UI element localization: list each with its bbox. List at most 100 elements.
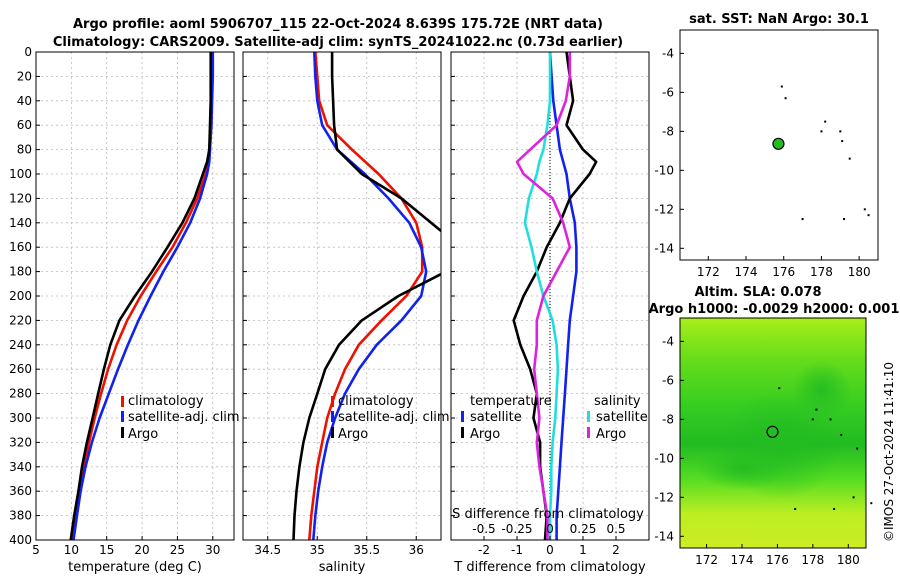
x-tick-label: 176: [772, 265, 795, 279]
x-tick-label: 172: [697, 265, 720, 279]
y-tick-label: 320: [9, 435, 32, 449]
sst-map: 172 174 176 178 180 -4 -6 -8 -10 -12 -14: [654, 29, 879, 279]
y-tick-label: 260: [9, 362, 32, 376]
island-mark: [863, 208, 866, 211]
y-tick-label: -6: [662, 373, 674, 387]
y-tick-label: -14: [654, 529, 674, 543]
x-tick-label: 5: [32, 543, 40, 557]
difference-legend: temperature satellite Argo salinity sate…: [461, 394, 648, 442]
x-tick-label: 20: [134, 543, 149, 557]
map-frame: [679, 317, 867, 549]
island-mark: [784, 97, 787, 100]
y-tick-label: -10: [654, 451, 674, 465]
y-tick-label: -8: [662, 124, 674, 138]
argo-position-marker: [766, 425, 779, 438]
x-tick-label: -1: [511, 543, 523, 557]
island-mark: [794, 508, 797, 511]
x-tick-label: 180: [848, 265, 871, 279]
y-tick-label: 300: [9, 411, 32, 425]
legend-swatch-sal-argo: [587, 427, 590, 438]
top-tick-label: 0: [546, 522, 554, 536]
y-tick-label: 60: [17, 118, 32, 132]
y-tick-label: -8: [662, 412, 674, 426]
difference-xlabel: T difference from climatology: [453, 560, 646, 575]
x-tick-label: 25: [170, 543, 185, 557]
salinity-legend: climatology satellite-adj. clim Argo: [331, 394, 450, 442]
island-mark: [778, 387, 781, 390]
argo-position-marker: [772, 137, 785, 150]
x-tick-label: 36: [409, 543, 424, 557]
x-tick-label: 2: [612, 543, 620, 557]
x-tick-label: 34.5: [254, 543, 281, 557]
x-tick-label: 174: [731, 553, 754, 567]
x-tick-label: 30: [205, 543, 220, 557]
y-tick-label: 100: [9, 167, 32, 181]
salinity-xlabel: salinity: [319, 560, 366, 575]
x-tick-label: 180: [837, 553, 860, 567]
sla-anomaly-blob: [791, 360, 852, 421]
legend-swatch-climatology: [331, 396, 334, 407]
island-mark: [820, 130, 823, 133]
island-mark: [843, 218, 846, 221]
y-tick-label: 340: [9, 460, 32, 474]
series-line-temperature-argo: [512, 52, 598, 540]
island-mark: [833, 508, 836, 511]
x-tick-label: 174: [735, 265, 758, 279]
legend-swatch-temp-argo: [461, 427, 464, 438]
credit-text: ©IMOS 27-Oct-2024 11:41:10: [882, 362, 896, 542]
legend-swatch-climatology: [121, 396, 124, 407]
legend-label-temp-satellite: satellite: [470, 410, 522, 425]
y-tick-label: -12: [654, 202, 674, 216]
island-mark: [824, 120, 827, 123]
plot-frame: [242, 51, 442, 541]
x-tick-label: 10: [64, 543, 79, 557]
y-tick-label: 240: [9, 338, 32, 352]
legend-label-argo: Argo: [128, 427, 158, 442]
y-tick-label: 200: [9, 289, 32, 303]
temperature-legend: climatology satellite-adj. clim Argo: [121, 394, 240, 442]
sst-map-title: sat. SST: NaN Argo: 30.1: [689, 12, 869, 27]
x-tick-label: 35.5: [353, 543, 380, 557]
y-tick-label: -4: [662, 334, 674, 348]
island-mark: [856, 447, 859, 450]
legend-swatch-satellite: [331, 411, 334, 422]
top-tick-label: 0.25: [570, 522, 597, 536]
top-tick-label: -0.5: [472, 522, 495, 536]
difference-top-axis-label: S difference from climatology: [452, 507, 644, 522]
salinity-panel: 34.5 35 35.5 36: [242, 51, 442, 557]
legend-label-satellite: satellite-adj. clim: [128, 410, 240, 425]
x-tick-label: 178: [801, 553, 824, 567]
island-mark: [780, 85, 783, 88]
x-tick-label: 1: [579, 543, 587, 557]
y-tick-label: 280: [9, 387, 32, 401]
map-frame: [679, 29, 879, 261]
island-mark: [815, 408, 818, 411]
island-mark: [870, 502, 873, 505]
series-group: [69, 52, 215, 540]
y-tick-label: -6: [662, 85, 674, 99]
sla-map-title-line1: Altim. SLA: 0.078: [695, 285, 822, 300]
y-tick-label: -10: [654, 163, 674, 177]
legend-swatch-argo: [331, 427, 334, 438]
y-tick-label: -12: [654, 490, 674, 504]
island-mark: [852, 496, 855, 499]
legend-label-sal-argo: Argo: [596, 427, 626, 442]
legend-swatch-temp-satellite: [461, 411, 464, 422]
legend-group-salinity: salinity: [594, 394, 641, 409]
x-tick-label: 172: [695, 553, 718, 567]
y-tick-label: 20: [17, 69, 32, 83]
series-line-temperature-satellite: [548, 52, 578, 540]
series-line-satellite-adj-clim: [312, 52, 428, 540]
series-line-salinity-satellite: [523, 52, 560, 540]
y-tick-label: 140: [9, 216, 32, 230]
series-line-climatology: [308, 52, 424, 540]
sla-map-title-line2: Argo h1000: -0.0029 h2000: 0.001: [649, 302, 900, 317]
island-mark: [841, 140, 844, 143]
legend-swatch-satellite: [121, 411, 124, 422]
x-tick-label: 15: [99, 543, 114, 557]
island-mark: [848, 157, 851, 160]
y-tick-label: 380: [9, 509, 32, 523]
y-tick-label: 40: [17, 94, 32, 108]
island-mark: [829, 418, 832, 421]
